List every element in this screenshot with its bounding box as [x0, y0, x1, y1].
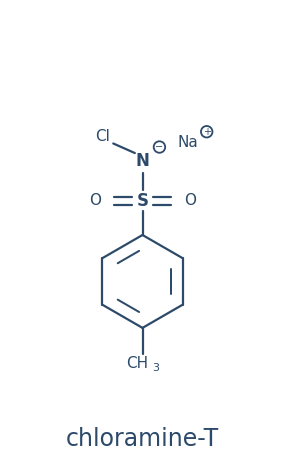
Text: S: S: [137, 192, 148, 210]
Text: Na: Na: [177, 135, 198, 150]
Text: O: O: [184, 193, 196, 208]
Text: Cl: Cl: [95, 129, 110, 144]
Text: CH: CH: [127, 356, 149, 371]
Text: −: −: [155, 142, 164, 152]
Text: N: N: [136, 152, 149, 170]
Text: chloramine-T: chloramine-T: [66, 427, 219, 451]
Text: +: +: [203, 127, 211, 137]
Text: 3: 3: [153, 363, 160, 373]
Text: O: O: [89, 193, 101, 208]
